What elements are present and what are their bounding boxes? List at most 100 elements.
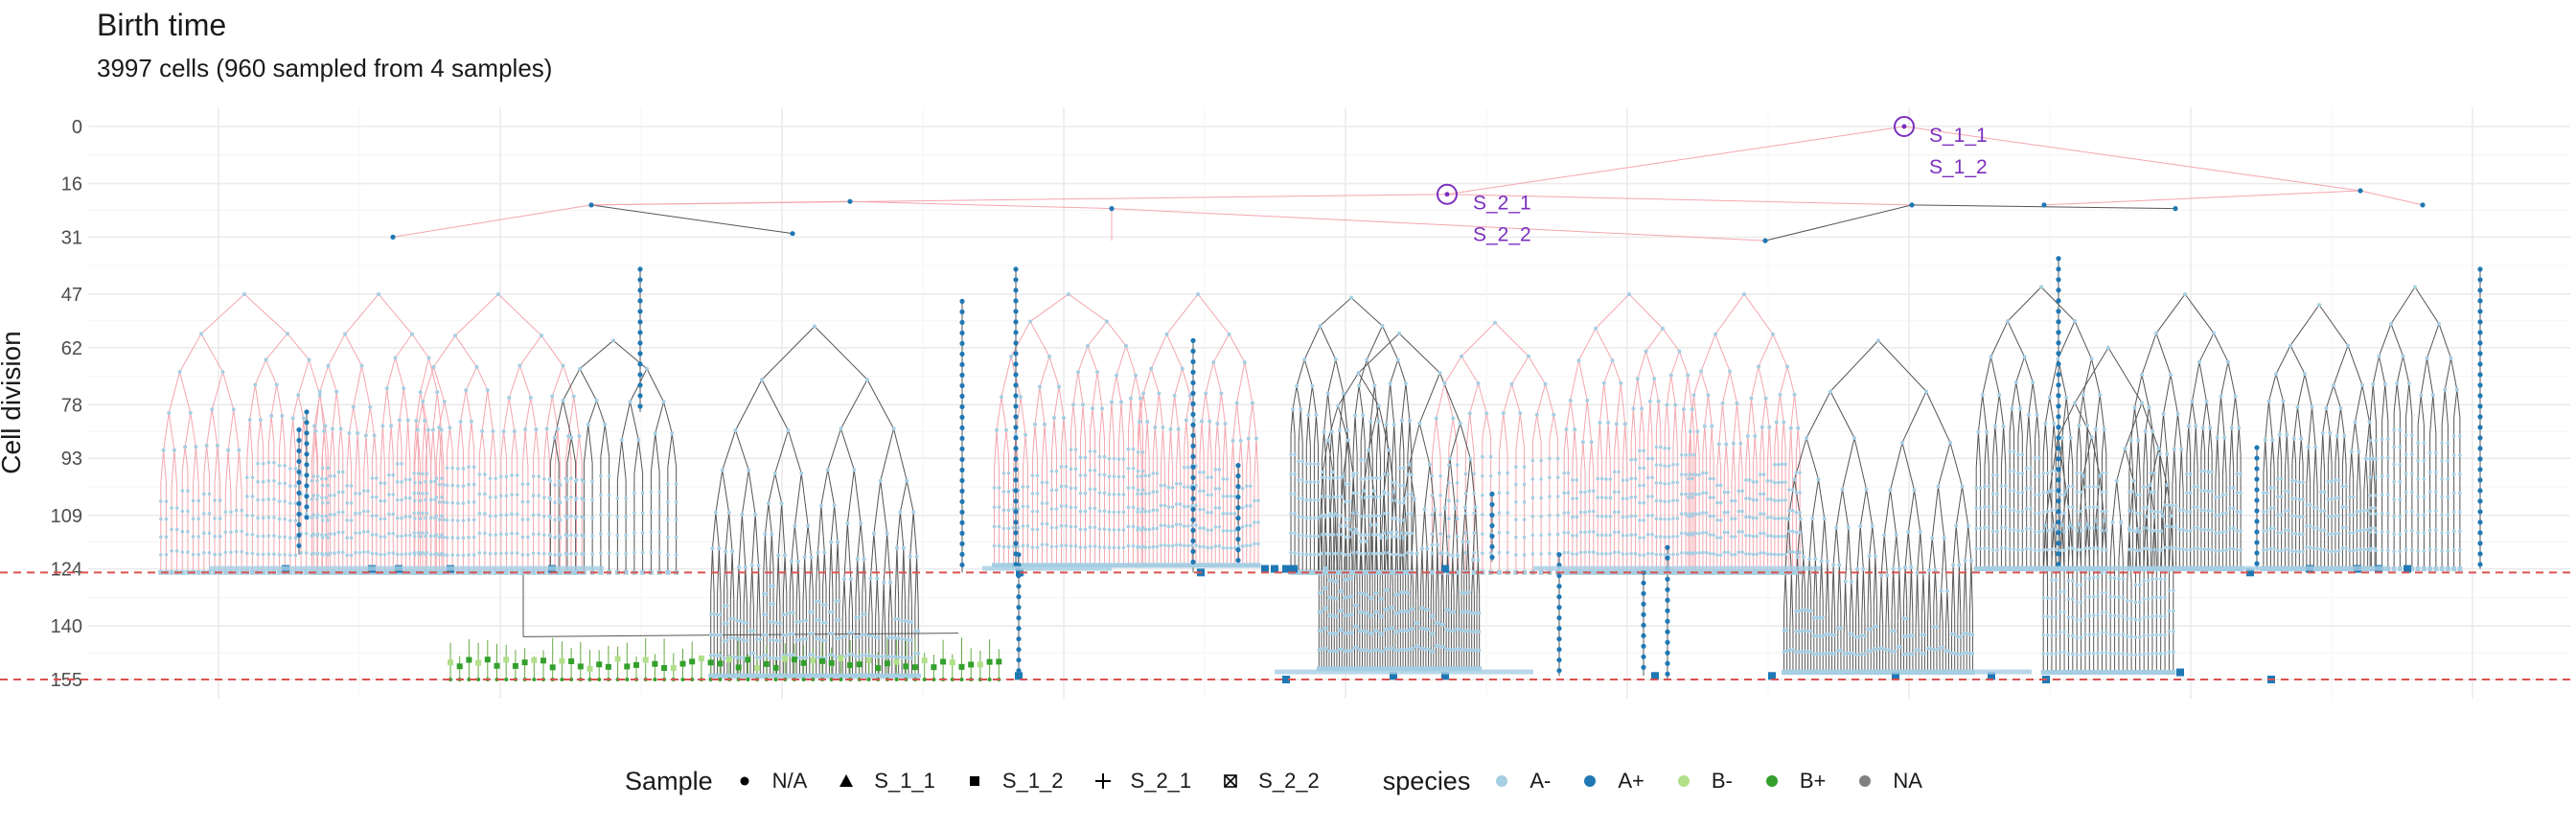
tree-nodes [158,124,2483,683]
tree-node [771,656,775,660]
tree-node [283,499,287,503]
tree-edge [1941,538,1945,591]
tree-node [501,429,506,434]
tree-node [1722,530,1727,535]
tree-node [1776,480,1781,485]
tree-edge [2007,320,2025,357]
tree-node [1633,514,1638,518]
tree-edge [546,396,553,429]
tree-node [778,656,782,660]
tree-node [2398,427,2403,432]
tree-node [1386,492,1391,496]
tree-node [847,652,851,656]
tree-edge [1784,518,1789,572]
tree-node [1514,518,1518,522]
tree-node [467,500,471,504]
tree-node [2008,527,2012,532]
tree-node [855,557,860,562]
tree-edge [1952,525,1957,565]
tree-leaf [1126,563,1131,568]
tree-node [1064,543,1069,548]
tree-node [333,473,336,478]
tree-node [565,516,569,519]
tree-edge [1907,532,1912,567]
tree-edge [1873,556,1876,604]
tree-node [1987,484,1991,489]
tree-node [424,497,427,502]
tree-node [1211,359,1216,364]
tree-node [1323,551,1328,556]
tree-leaf [556,569,562,575]
tree-node [1232,529,1237,533]
tree-edge [1477,560,1481,595]
tree-node [424,552,427,557]
tree-edge [2134,407,2139,441]
tree-node [1578,490,1583,495]
tree-node [1488,551,1493,555]
tree-node [2235,491,2240,495]
tree-node [1699,369,1703,374]
tree-edge [1032,424,1036,458]
tree-edge [1938,486,1945,539]
tree-node [1382,531,1387,536]
tree-node [2050,527,2054,532]
tree-node [768,584,772,588]
tree-node [1687,551,1690,556]
tree-node [2319,547,2323,552]
tree-node [424,516,427,520]
tree-leaf [721,673,726,679]
tree-edge [1116,345,1127,376]
tree-node [1293,551,1297,555]
tree-node [553,536,557,540]
tree-node [1995,492,1999,496]
tree-node [674,535,678,540]
tree-edge [834,505,839,542]
tree-edge [346,432,350,469]
tree-node [213,517,217,520]
tree-node [2142,546,2146,551]
tree-edge [741,514,747,567]
tree-node [2368,475,2372,479]
tree-edge [1903,566,1906,601]
tree-node [1690,476,1694,481]
tree-node [1363,458,1368,462]
tree-node [1115,373,1118,378]
tree-node [1184,418,1188,423]
tree-node [590,534,594,539]
tree-node [2045,472,2050,475]
tree-node [2206,509,2211,513]
tree-node [1645,551,1650,556]
tree-edge [497,293,542,336]
tree-node [1555,532,1560,537]
tree-edge [2082,358,2092,396]
tree-node [1355,550,1359,555]
tree-node [391,493,396,496]
tree-node [2214,549,2218,553]
tree-node [1001,544,1006,549]
tree-edge [1790,394,1795,428]
tree-node [1097,454,1102,459]
tree-node [159,517,163,521]
tree-node [1608,495,1613,500]
tree-node [261,497,265,502]
tree-node [1088,468,1092,472]
tree-node [1402,536,1406,540]
tree-edge [1130,375,1137,399]
tree-node [1501,411,1506,416]
tree-edge [508,397,516,432]
tree-node [751,651,756,656]
tree-edge [909,556,912,605]
tree-node [467,518,471,522]
tree-node [997,486,1001,490]
tree-node [1710,424,1714,428]
tree-node [2377,354,2381,358]
tree-edge [1591,442,1595,472]
tree-node [2217,531,2221,536]
tree-node [266,497,271,501]
tree-node [1675,517,1680,520]
tree-node [494,476,497,481]
tree-node [1143,509,1147,514]
tree-node [1625,496,1629,501]
tree-node [778,638,782,643]
tree-node [1712,533,1715,538]
